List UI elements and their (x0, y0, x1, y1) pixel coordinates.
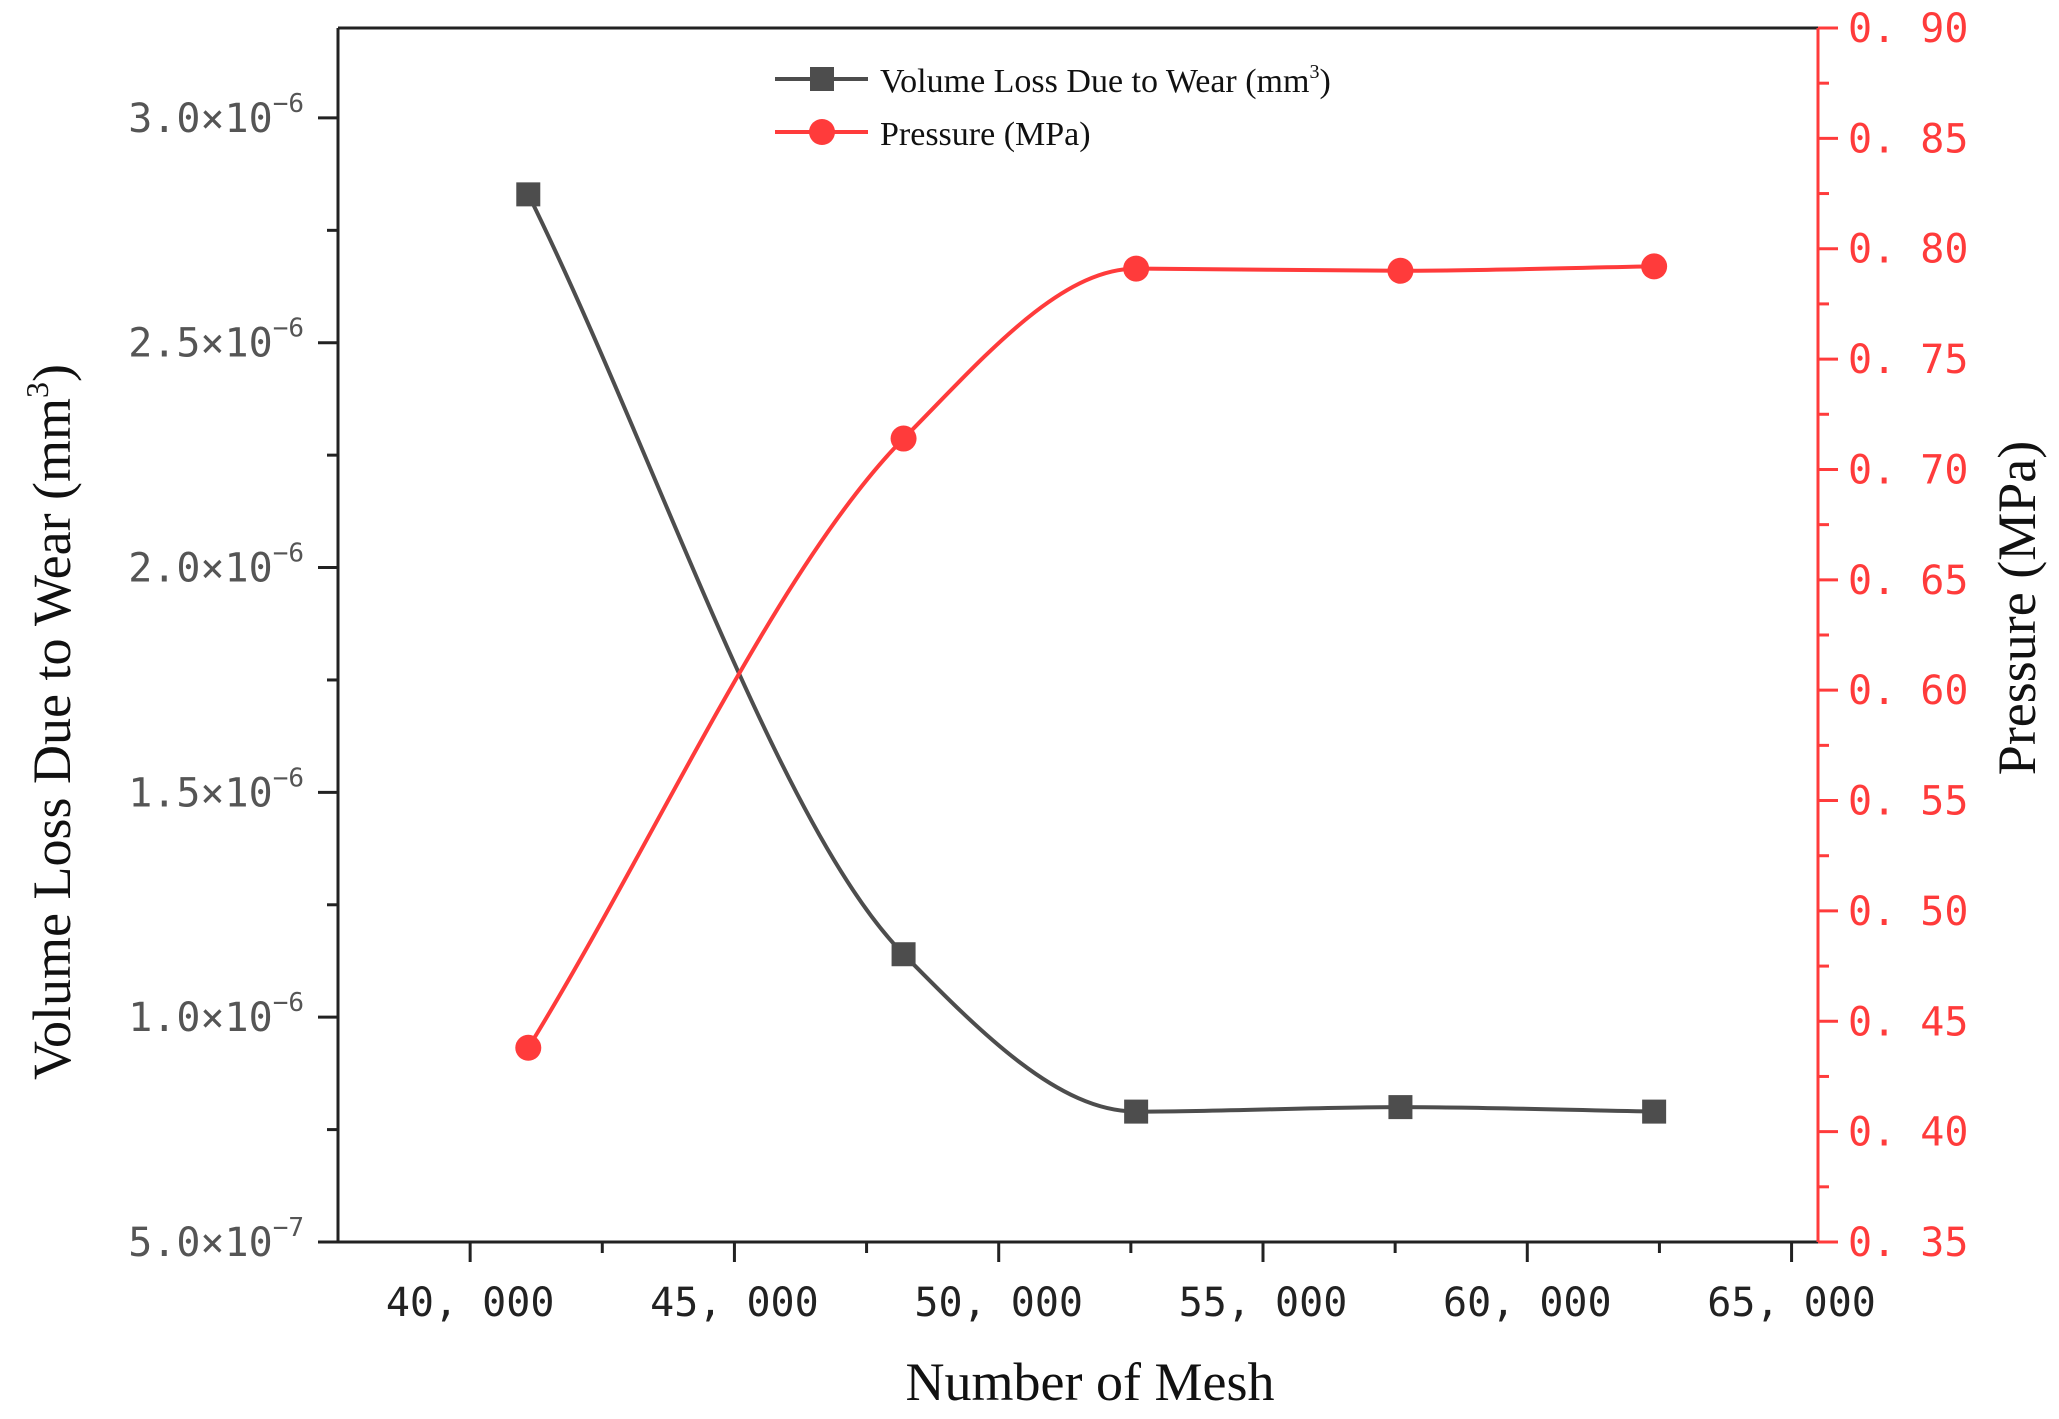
series-layer (515, 182, 1668, 1124)
left-y-tick-label: 5.0×10−7 (128, 1213, 304, 1266)
legend-swatch-pressure-marker (809, 119, 835, 145)
data-point-volume-loss (1124, 1099, 1149, 1124)
right-y-axis-title: Pressure (MPa) (1987, 441, 2047, 775)
data-point-pressure (515, 1034, 542, 1061)
right-y-tick-label: 0. 55 (1848, 779, 1968, 825)
data-point-volume-loss (1388, 1095, 1413, 1120)
right-y-tick-label: 0. 75 (1848, 337, 1968, 383)
x-tick-label: 55, 000 (1179, 1280, 1348, 1326)
data-point-pressure (890, 425, 917, 452)
data-point-pressure (1387, 257, 1414, 284)
series-line-volume-loss (526, 193, 1655, 1114)
left-y-tick-label: 1.0×10−6 (128, 988, 304, 1041)
right-y-tick-label: 0. 50 (1848, 889, 1968, 935)
x-tick-label: 45, 000 (650, 1280, 819, 1326)
right-y-axis: 0. 35 0. 40 0. 45 0. 50 0. 55 0. 60 0. 65 0. 70… (1818, 6, 1968, 1266)
legend-label-volume-loss: Volume Loss Due to Wear (mm3) (880, 61, 1331, 100)
left-y-axis-title: Volume Loss Due to Wear (mm3) (19, 364, 82, 1080)
data-point-pressure (1641, 253, 1668, 280)
data-point-volume-loss (1642, 1099, 1667, 1124)
left-y-tick-label: 2.5×10−6 (128, 314, 304, 367)
data-point-pressure (1123, 255, 1150, 282)
legend-label-pressure: Pressure (MPa) (880, 116, 1091, 153)
x-axis-title: Number of Mesh (906, 1352, 1275, 1412)
right-y-tick-label: 0. 85 (1848, 116, 1968, 162)
legend: Volume Loss Due to Wear (mm3) Pressure (… (775, 61, 1331, 153)
series-line-pressure (526, 264, 1655, 1049)
left-y-tick-label: 3.0×10−6 (128, 89, 304, 142)
right-y-tick-label: 0. 70 (1848, 447, 1968, 493)
data-point-volume-loss (516, 182, 541, 207)
left-y-tick-label: 1.5×10−6 (128, 763, 304, 816)
x-tick-label: 60, 000 (1443, 1280, 1612, 1326)
data-point-volume-loss (891, 942, 916, 967)
right-y-tick-label: 0. 90 (1848, 6, 1968, 52)
right-y-tick-label: 0. 80 (1848, 227, 1968, 273)
right-y-tick-label: 0. 40 (1848, 1110, 1968, 1156)
plot-frame (336, 26, 1820, 1244)
legend-swatch-volume-loss-marker (810, 67, 834, 91)
right-y-tick-label: 0. 45 (1848, 999, 1968, 1045)
x-tick-label: 65, 000 (1707, 1280, 1876, 1326)
x-axis: 40, 000 45, 000 50, 000 55, 000 60, 000 65, 0… (386, 1242, 1876, 1326)
left-y-axis: 5.0×10−7 1.0×10−6 1.5×10−6 2.0×10−6 2.5×10−6… (128, 89, 338, 1266)
right-y-tick-label: 0. 65 (1848, 558, 1968, 604)
left-y-tick-label: 2.0×10−6 (128, 539, 304, 592)
right-y-tick-label: 0. 60 (1848, 668, 1968, 714)
x-tick-label: 50, 000 (914, 1280, 1083, 1326)
x-tick-label: 40, 000 (386, 1280, 555, 1326)
right-y-tick-label: 0. 35 (1848, 1220, 1968, 1266)
